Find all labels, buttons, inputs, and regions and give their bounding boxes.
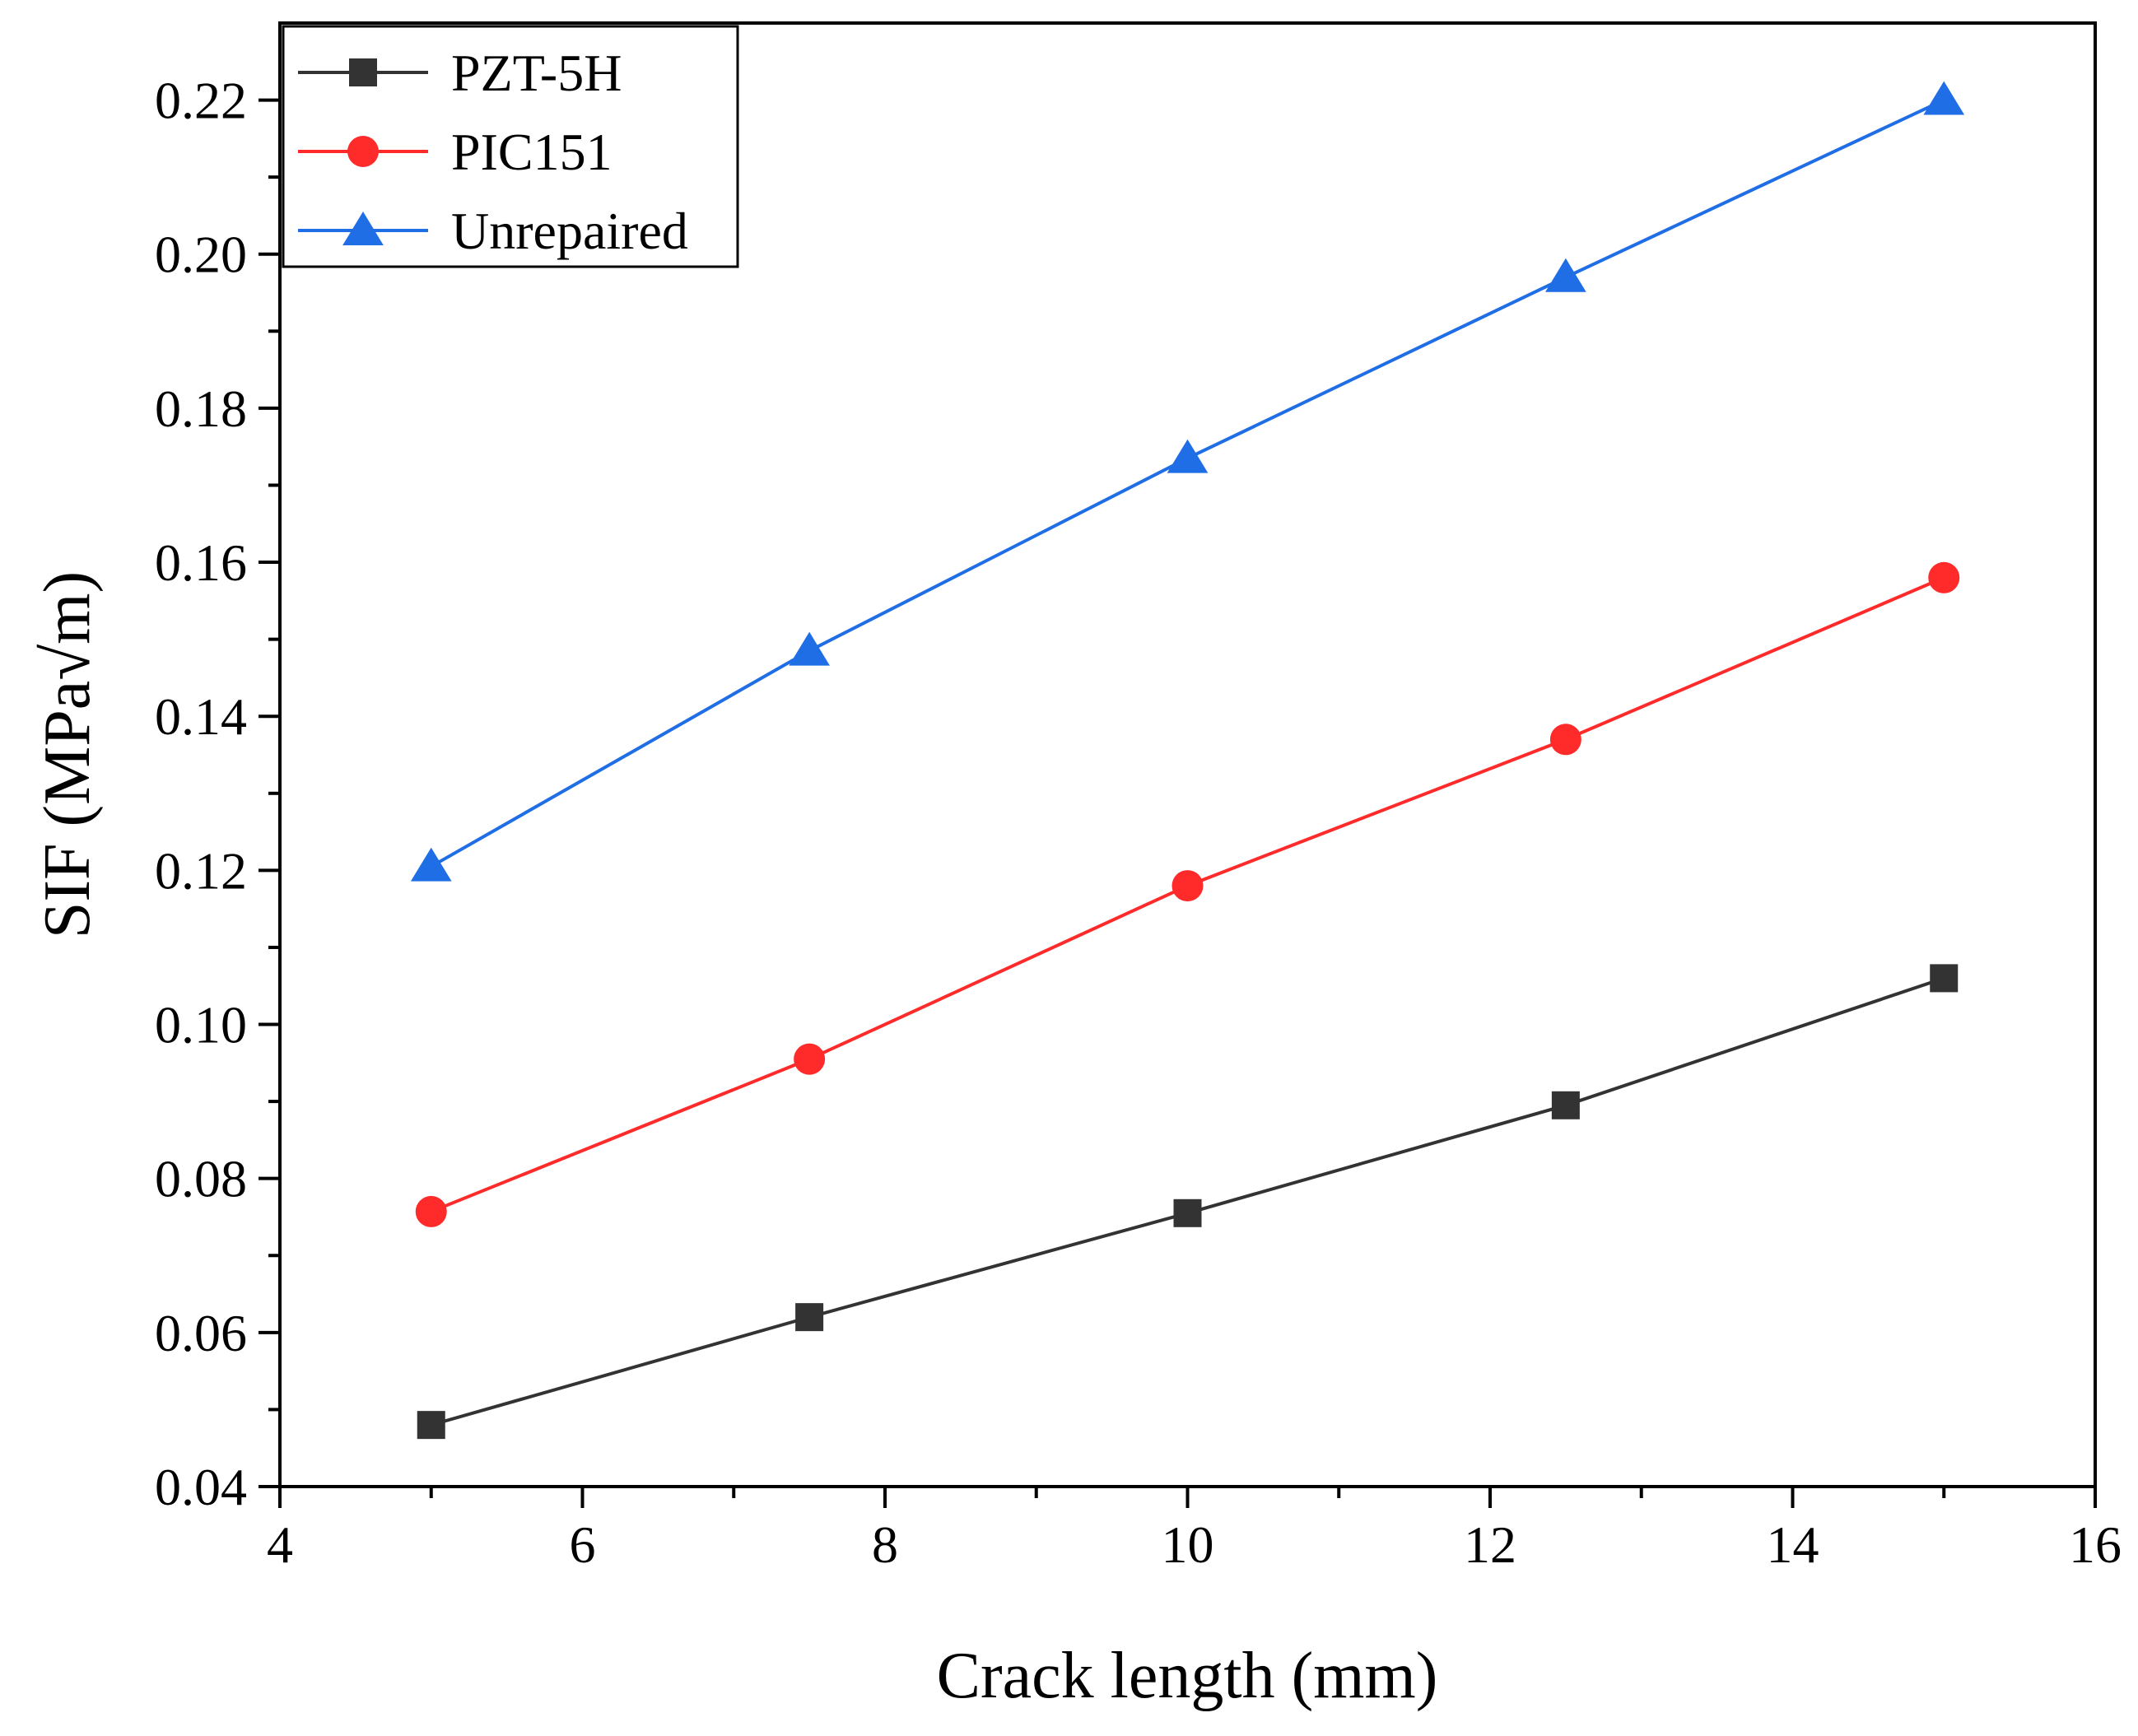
legend-marker [347,136,379,167]
legend-entry: Unrepaired [298,202,688,260]
x-tick-labels: 4 6 8 10 12 14 16 [267,1515,2122,1574]
series-unrepaired [410,81,1965,882]
y-tick-label: 0.06 [155,1304,247,1362]
data-point [1930,964,1959,993]
legend: PZT-5H PIC151 Unrepaired [282,25,739,268]
data-point [794,1043,826,1075]
y-tick-labels: 0.04 0.06 0.08 0.10 0.12 0.14 0.16 0.18 0.20 0.22 [155,72,247,1516]
y-tick-label: 0.14 [155,687,247,746]
legend-entry: PIC151 [298,123,613,181]
legend-label: PZT-5H [451,44,622,102]
legend-label: Unrepaired [451,202,688,260]
y-tick-label: 0.18 [155,379,247,438]
data-point [1167,439,1209,473]
legend-entry: PZT-5H [298,44,622,102]
data-point [1923,81,1965,115]
data-point [789,631,830,666]
x-tick-label: 4 [267,1515,293,1574]
y-axis-title: SIF (MPa√m) [31,571,104,938]
y-tick-label: 0.16 [155,533,247,592]
x-tick-label: 12 [1464,1515,1516,1574]
y-tick-label: 0.10 [155,996,247,1054]
data-point [1173,1198,1202,1227]
data-point [1545,258,1586,292]
legend-label: PIC151 [451,123,613,181]
data-point [795,1303,824,1332]
data-point [415,1195,447,1227]
data-point [1928,561,1960,593]
y-tick-label: 0.20 [155,226,247,284]
data-point [1549,724,1581,756]
legend-marker [349,58,377,86]
x-tick-label: 6 [570,1515,596,1574]
x-tick-label: 8 [872,1515,898,1574]
ticks-layer [259,98,2097,1508]
x-tick-label: 10 [1162,1515,1214,1574]
series-layer [410,81,1965,1440]
data-point [1171,870,1204,902]
x-tick-label: 14 [1767,1515,1819,1574]
legend-marker [342,212,384,245]
y-tick-label: 0.22 [155,72,247,130]
data-point [410,847,452,882]
x-tick-label: 16 [2069,1515,2122,1574]
data-point [1551,1091,1580,1119]
y-tick-label: 0.04 [155,1458,247,1516]
x-axis-title: Crack length (mm) [937,1640,1438,1712]
y-tick-label: 0.12 [155,841,247,900]
data-point [417,1411,445,1440]
series-pzt-5h [417,964,1959,1440]
series-pic151 [415,561,1960,1227]
y-tick-label: 0.08 [155,1150,247,1208]
